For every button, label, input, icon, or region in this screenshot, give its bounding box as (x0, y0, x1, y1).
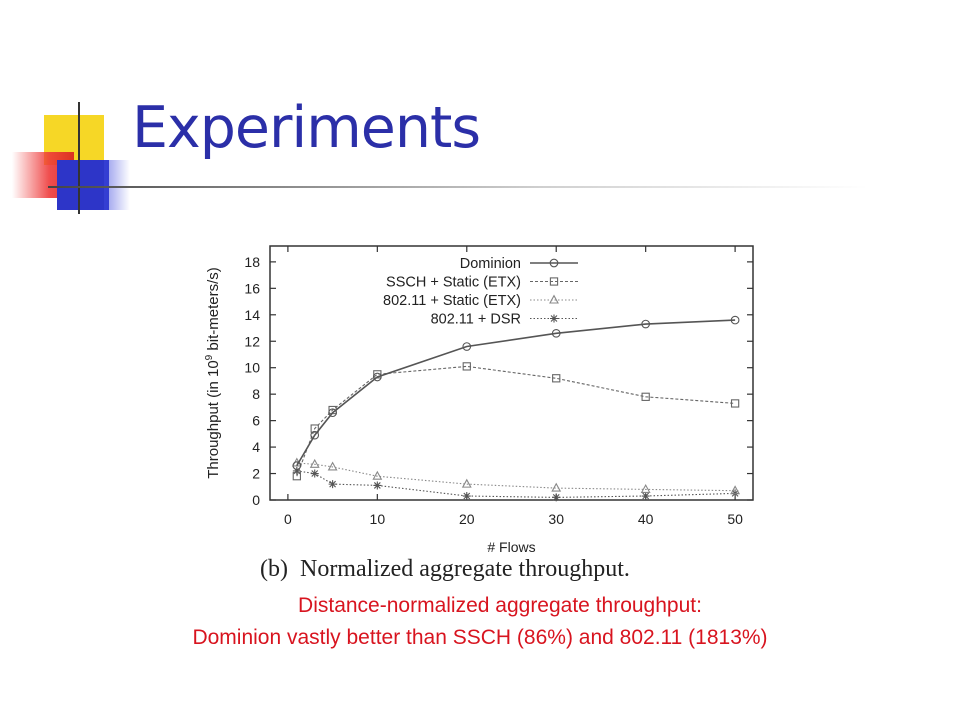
y-tick-label: 0 (252, 492, 260, 508)
data-point (373, 481, 382, 490)
data-point (292, 472, 301, 481)
data-point (328, 408, 337, 418)
data-point (310, 430, 320, 440)
series-line (296, 365, 736, 477)
legend-marker (549, 294, 559, 304)
data-point (309, 458, 320, 468)
series-line (296, 470, 736, 498)
data-point (372, 470, 383, 480)
data-point (730, 399, 740, 408)
caption-line-1: Distance-normalized aggregate throughput… (298, 594, 702, 617)
data-point (641, 319, 651, 329)
data-point (551, 482, 562, 492)
legend-label: 802.11 + DSR (431, 312, 521, 328)
legend-marker (549, 277, 559, 286)
y-tick-label: 6 (252, 413, 260, 429)
y-tick-label: 12 (244, 333, 260, 349)
slide-title: Experiments (132, 95, 481, 161)
data-point (551, 328, 561, 338)
series-ssch-static-etx (292, 362, 740, 481)
data-point (552, 374, 561, 383)
chart-caption: (b) Normalized aggregate throughput. (260, 556, 630, 582)
x-axis-label: # Flows (487, 539, 535, 555)
data-point (328, 480, 337, 489)
data-point (292, 461, 302, 470)
y-tick-label: 10 (244, 360, 260, 376)
x-tick-label: 50 (727, 511, 743, 527)
decor-blue-glow (104, 160, 130, 210)
y-tick-label: 8 (252, 386, 260, 402)
plot-frame (269, 245, 754, 501)
x-tick-label: 0 (284, 511, 292, 527)
legend-label: Dominion (460, 256, 521, 272)
y-axis-label: Throughput (in 109 bit-meters/s) (204, 267, 222, 479)
legend-marker (549, 258, 559, 268)
series-802-11-static-etx (291, 457, 741, 495)
series-line (296, 319, 736, 467)
legend-marker (550, 314, 558, 323)
y-tick-label: 18 (244, 254, 260, 270)
legend-label: 802.11 + Static (ETX) (383, 293, 521, 309)
decor-vertical-line (78, 102, 80, 214)
decor-blue-square (57, 160, 109, 210)
caption-line-2: Dominion vastly better than SSCH (86%) a… (192, 626, 768, 649)
y-tick-label: 16 (244, 280, 260, 296)
data-point (292, 466, 301, 475)
x-tick-label: 20 (459, 511, 475, 527)
data-point (730, 315, 740, 325)
data-point (552, 493, 561, 502)
legend-label: SSCH + Static (ETX) (386, 275, 521, 291)
throughput-chart: 0 2 4 6 8 10 12 14 16 18 0 10 20 30 40 50 Dominion SSCH … (204, 245, 754, 582)
y-tick-label: 14 (244, 307, 260, 323)
title-underline (48, 186, 868, 188)
data-point (310, 424, 319, 433)
data-point (310, 469, 319, 478)
series-line (296, 462, 736, 492)
x-tick-label: 40 (638, 511, 654, 527)
data-point (462, 362, 471, 371)
y-tick-label: 4 (252, 439, 260, 455)
data-point (640, 483, 651, 493)
data-point (462, 492, 471, 501)
data-point (372, 372, 382, 382)
data-point (327, 461, 338, 471)
y-tick-label: 2 (252, 466, 260, 482)
series-dominion (292, 315, 740, 470)
data-point (641, 392, 650, 401)
data-point (730, 485, 741, 495)
data-point (462, 342, 472, 351)
x-tick-label: 30 (548, 511, 564, 527)
data-point (461, 478, 472, 488)
data-point (641, 492, 650, 501)
x-tick-label: 10 (370, 511, 386, 527)
